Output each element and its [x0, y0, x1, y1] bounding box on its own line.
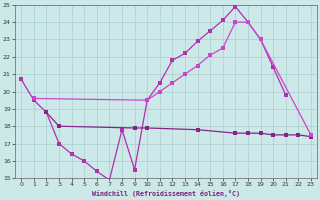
X-axis label: Windchill (Refroidissement éolien,°C): Windchill (Refroidissement éolien,°C) — [92, 190, 240, 197]
